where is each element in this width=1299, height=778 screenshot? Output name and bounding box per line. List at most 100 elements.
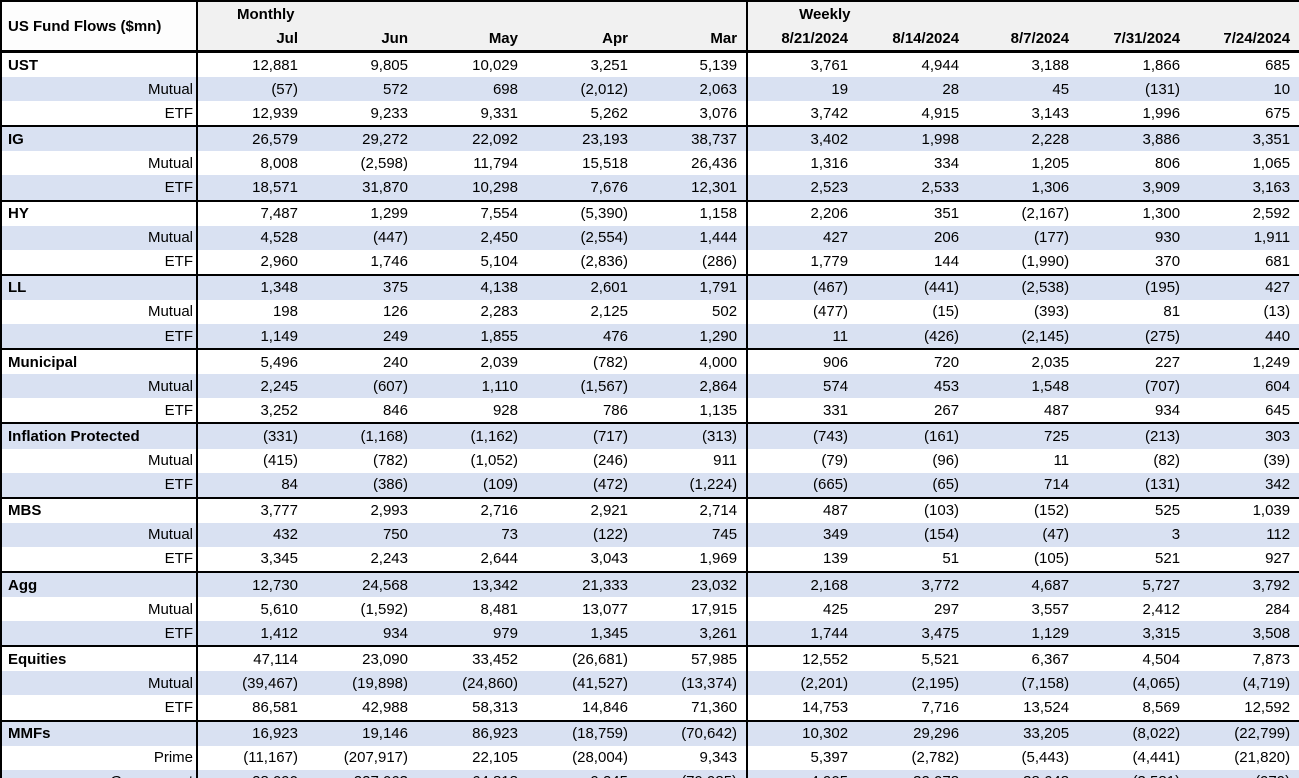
monthly-value-cell: 4,000 <box>637 349 749 375</box>
weekly-value-cell: (426) <box>857 324 969 350</box>
monthly-value-cell: (122) <box>527 522 637 547</box>
weekly-value-cell: 3,143 <box>1031 104 1070 122</box>
weekly-value-cell: 331 <box>823 401 849 419</box>
row-label: IG <box>1 126 198 152</box>
monthly-value-cell: 2,063 <box>637 77 749 102</box>
monthly-value-cell: (1,052) <box>470 452 518 470</box>
weekly-value-cell: 1,205 <box>1031 154 1070 172</box>
sub-row: ETF 1,149 249 1,855 476 1,290 11 (426) (2,145) (2… <box>1 324 1299 350</box>
monthly-block-label: Monthly <box>197 1 749 26</box>
weekly-value-cell: (743) <box>747 423 858 449</box>
monthly-value-cell: 22,092 <box>417 126 527 152</box>
weekly-value-cell: (195) <box>1078 274 1190 300</box>
monthly-value-cell: 21,333 <box>527 571 637 598</box>
monthly-value-cell: 13,342 <box>417 571 527 598</box>
monthly-value-cell: 10,029 <box>472 56 518 74</box>
monthly-value-cell: 86,923 <box>417 720 527 746</box>
col-header-week-5: 7/24/2024 <box>1189 26 1299 52</box>
weekly-value-cell: 3,886 <box>1078 126 1190 152</box>
monthly-value-cell: 19,146 <box>307 720 417 746</box>
weekly-value-cell: 1,911 <box>1189 225 1299 250</box>
monthly-value-cell: 86,581 <box>252 698 298 716</box>
monthly-value-cell: 745 <box>637 522 749 547</box>
monthly-value-cell: 2,716 <box>480 502 518 520</box>
weekly-value-cell: (477) <box>813 303 849 321</box>
monthly-value-cell: 22,105 <box>472 749 518 767</box>
weekly-value-cell: (13) <box>1263 303 1291 321</box>
monthly-value-cell: 28,090 <box>197 769 307 778</box>
weekly-value-cell: (1,990) <box>1021 253 1070 271</box>
weekly-value-cell: 3,402 <box>747 126 858 152</box>
row-label: ETF <box>1 249 198 275</box>
weekly-value-cell: 440 <box>1189 324 1299 350</box>
weekly-value-cell: 19 <box>747 77 858 102</box>
monthly-value-cell: 240 <box>382 353 408 371</box>
weekly-value-cell: 7,873 <box>1252 650 1291 668</box>
weekly-value-cell: (79) <box>821 452 849 470</box>
sub-row: ETF 84 (386) (109) (472) (1,224) (665) (65) 714(… <box>1 472 1299 498</box>
weekly-value-cell: (5,443) <box>1021 749 1070 767</box>
sub-row: ETF 18,571 31,870 10,298 7,676 12,301 2,523 2,5… <box>1 175 1299 201</box>
sub-row: Mutual 8,008 (2,598) 11,794 15,518 26,436 1,31… <box>1 151 1299 176</box>
monthly-value-cell: (57) <box>197 77 307 102</box>
weekly-value-cell: 1,039 <box>1252 502 1291 520</box>
sub-row: Mutual 5,610 (1,592) 8,481 13,077 17,915 425 29… <box>1 597 1299 622</box>
weekly-value-cell: 675 <box>1265 104 1291 122</box>
sub-row: Mutual (39,467) (19,898) (24,860) (41,527) (1… <box>1 671 1299 696</box>
monthly-value-cell: 8,008 <box>260 154 298 172</box>
weekly-value-cell: 3,742 <box>810 104 849 122</box>
monthly-value-cell: (472) <box>527 472 637 498</box>
weekly-value-cell: 3,188 <box>1031 56 1070 74</box>
weekly-value-cell: 206 <box>857 225 969 250</box>
weekly-value-cell: 645 <box>1265 401 1291 419</box>
sub-row: Mutual 198 126 2,283 2,125 502 (477) (15) (393) 8… <box>1 299 1299 325</box>
monthly-value-cell: 2,450 <box>417 225 527 250</box>
monthly-value-cell: 17,915 <box>637 597 749 622</box>
weekly-value-cell: 267 <box>934 401 960 419</box>
weekly-value-cell: 11 <box>747 324 858 350</box>
weekly-value-cell: 5,727 <box>1078 571 1190 598</box>
weekly-value-cell: 10 <box>1189 77 1299 102</box>
weekly-value-cell: (131) <box>1078 472 1190 498</box>
monthly-value-cell: (1,567) <box>527 374 637 399</box>
weekly-value-cell: 3,772 <box>857 571 969 598</box>
monthly-value-cell: 2,921 <box>590 502 628 520</box>
weekly-value-cell: 930 <box>1078 225 1190 250</box>
row-label: LL <box>1 274 198 300</box>
weekly-value-cell: 8,569 <box>1142 698 1181 716</box>
weekly-value-cell: 2,206 <box>810 205 849 223</box>
weekly-value-cell: (707) <box>1078 374 1190 399</box>
weekly-value-cell: 51 <box>942 550 960 568</box>
monthly-value-cell: (607) <box>307 374 417 399</box>
weekly-value-cell: (7,158) <box>968 671 1079 696</box>
weekly-value-cell: 487 <box>823 502 849 520</box>
monthly-value-cell: 9,343 <box>637 745 749 770</box>
monthly-value-cell: (1,162) <box>417 423 527 449</box>
weekly-value-cell: 112 <box>1189 522 1299 547</box>
sub-row: Mutual 2,245 (607) 1,110 (1,567) 2,864 574 453 1… <box>1 374 1299 399</box>
row-label: ETF <box>1 175 198 201</box>
monthly-value-cell: 3,252 <box>260 401 298 419</box>
weekly-value-cell: (105) <box>1034 550 1070 568</box>
monthly-value-cell: 9,233 <box>370 104 408 122</box>
weekly-value-cell: (2,195) <box>857 671 969 696</box>
weekly-value-cell: 725 <box>968 423 1079 449</box>
monthly-value-cell: 2,283 <box>480 303 518 321</box>
monthly-value-cell: 249 <box>307 324 417 350</box>
sub-row: Mutual (57) 572 698 (2,012) 2,063 19 28 45 (131) 1… <box>1 77 1299 102</box>
monthly-value-cell: 23,193 <box>527 126 637 152</box>
monthly-value-cell: 16,923 <box>197 720 307 746</box>
weekly-value-cell: 10,302 <box>747 720 858 746</box>
weekly-value-cell: 3,475 <box>857 621 969 647</box>
weekly-value-cell: 906 <box>823 353 849 371</box>
category-row: Agg 12,730 24,568 13,342 21,333 23,032 2,168 3,… <box>1 571 1299 598</box>
weekly-value-cell: 927 <box>1265 550 1291 568</box>
weekly-value-cell: 6,367 <box>1031 650 1070 668</box>
row-label: Mutual <box>1 671 198 696</box>
row-label: Mutual <box>1 374 198 399</box>
weekly-value-cell: (979) <box>1189 769 1299 778</box>
monthly-value-cell: (2,836) <box>580 253 628 271</box>
monthly-value-cell: (286) <box>637 249 749 275</box>
weekly-value-cell: 3,508 <box>1189 621 1299 647</box>
monthly-value-cell: 7,554 <box>480 205 518 223</box>
